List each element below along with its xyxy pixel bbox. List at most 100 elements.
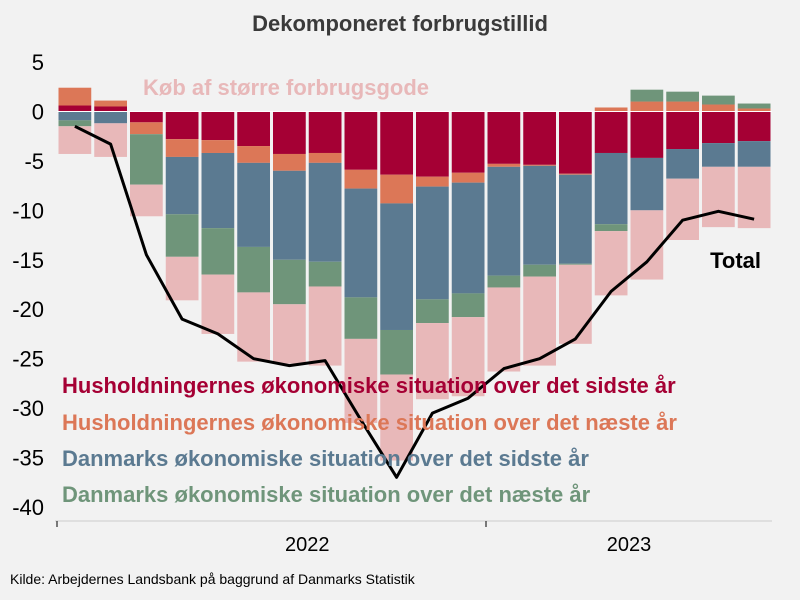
- bar-segment-s0: [487, 111, 521, 164]
- bar-segment-s2: [308, 162, 342, 262]
- y-tick-label: -10: [12, 198, 44, 223]
- bar-segment-s3: [344, 297, 378, 339]
- series-label-2: Danmarks økonomiske situation over det s…: [62, 446, 589, 471]
- bar-segment-s3: [165, 214, 199, 257]
- bar-segment-s0: [666, 111, 699, 150]
- bar-segment-s2: [487, 166, 521, 276]
- bar-segment-s1: [201, 140, 235, 153]
- total-line: [74, 124, 755, 479]
- bar-segment-s4: [344, 338, 378, 423]
- y-tick-label: -35: [12, 446, 44, 471]
- bar-segment-s1: [451, 172, 485, 183]
- bar-segment-s3: [416, 299, 449, 324]
- series-label-4: Køb af større forbrugsgode: [143, 75, 429, 100]
- bar-segment-s3: [201, 228, 235, 275]
- bar-segment-s1: [308, 152, 342, 163]
- total-line-group: [74, 124, 755, 479]
- bar-segment-s3: [130, 134, 163, 185]
- bar-segment-s3: [737, 103, 771, 109]
- bar-segment-s2: [344, 188, 378, 298]
- y-axis: 5 0 -5 -10 -15 -20 -25 -30 -35 -40: [12, 50, 44, 520]
- bar-segment-s3: [630, 89, 664, 102]
- bar-segment-s2: [237, 162, 270, 247]
- x-tick-label: 2022: [285, 534, 330, 556]
- bar-segment-s4: [594, 231, 628, 296]
- total-label: Total: [710, 248, 761, 273]
- bar-segment-s0: [630, 111, 664, 158]
- bar-segment-s2: [559, 174, 592, 264]
- bar-segment-s4: [380, 374, 413, 461]
- bar-segment-s0: [737, 111, 771, 142]
- bar-segment-s0: [165, 111, 199, 140]
- series-label-0: Husholdningernes økonomiske situation ov…: [62, 373, 676, 398]
- bar-segment-s2: [94, 111, 127, 124]
- bar-segment-s1: [416, 176, 449, 187]
- bar-segment-s0: [94, 106, 127, 112]
- y-tick-label: -40: [12, 495, 44, 520]
- bar-segment-s4: [201, 274, 235, 334]
- bar-segment-s1: [165, 139, 199, 157]
- bar-segment-s0: [201, 111, 235, 141]
- x-tick-label: 2023: [607, 534, 652, 556]
- bar-segment-s3: [58, 120, 92, 127]
- bar-segment-s1: [273, 153, 306, 171]
- chart-title: Dekomponeret forbrugstillid: [252, 11, 548, 36]
- bar-segment-s3: [523, 264, 556, 277]
- bar-segment-s0: [130, 111, 163, 123]
- bar-segment-s4: [487, 287, 521, 372]
- bar-segment-s3: [380, 329, 413, 375]
- bar-segment-s4: [559, 264, 592, 344]
- bar-segment-s1: [666, 101, 699, 112]
- bar-segment-s2: [630, 157, 664, 211]
- bar-segment-s1: [523, 164, 556, 166]
- bar-segment-s0: [237, 111, 270, 147]
- bar-segment-s0: [451, 111, 485, 173]
- bar-segment-s2: [666, 149, 699, 179]
- bar-segment-s2: [451, 182, 485, 294]
- bar-segment-s2: [737, 141, 771, 167]
- y-tick-label: 0: [32, 99, 44, 124]
- series-labels: Husholdningernes økonomiske situation ov…: [62, 75, 761, 507]
- bar-segment-s4: [666, 178, 699, 240]
- bar-segment-s3: [237, 246, 270, 293]
- bar-segment-s4: [308, 286, 342, 366]
- bar-segment-s3: [308, 261, 342, 287]
- y-tick-label: -20: [12, 297, 44, 322]
- bar-segment-s2: [523, 165, 556, 265]
- bar-segment-s2: [165, 156, 199, 215]
- bar-segment-s3: [666, 91, 699, 102]
- bar-segment-s0: [380, 111, 413, 175]
- bar-segment-s1: [487, 163, 521, 167]
- bar-segment-s4: [165, 256, 199, 301]
- bar-segment-s2: [201, 152, 235, 229]
- bar-segment-s0: [344, 111, 378, 170]
- bar-segment-s3: [451, 293, 485, 318]
- bar-segment-s0: [273, 111, 306, 154]
- bar-segment-s1: [94, 100, 127, 107]
- bar-segment-s4: [523, 276, 556, 366]
- bar-segment-s1: [58, 87, 92, 106]
- bar-segment-s0: [559, 111, 592, 174]
- bar-segment-s2: [416, 186, 449, 300]
- y-tick-label: -30: [12, 396, 44, 421]
- bar-segment-s1: [237, 146, 270, 163]
- bar-segment-s0: [308, 111, 342, 153]
- y-tick-label: -5: [24, 149, 44, 174]
- bar-segment-s0: [523, 111, 556, 165]
- bar-segment-s1: [737, 108, 771, 112]
- bar-segment-s1: [380, 174, 413, 204]
- bar-segment-s3: [594, 224, 628, 232]
- bar-segment-s1: [344, 169, 378, 189]
- bar-segment-s4: [451, 317, 485, 397]
- x-axis: 2022 2023: [55, 520, 772, 556]
- bar-segment-s3: [273, 259, 306, 305]
- bar-segment-s2: [702, 143, 735, 167]
- bar-segment-s4: [94, 123, 127, 157]
- y-tick-label: -15: [12, 248, 44, 273]
- bar-segment-s0: [702, 111, 735, 144]
- series-label-1: Husholdningernes økonomiske situation ov…: [62, 410, 677, 435]
- bar-segment-s1: [130, 122, 163, 135]
- bar-segment-s3: [487, 275, 521, 288]
- bar-segment-s4: [702, 166, 735, 228]
